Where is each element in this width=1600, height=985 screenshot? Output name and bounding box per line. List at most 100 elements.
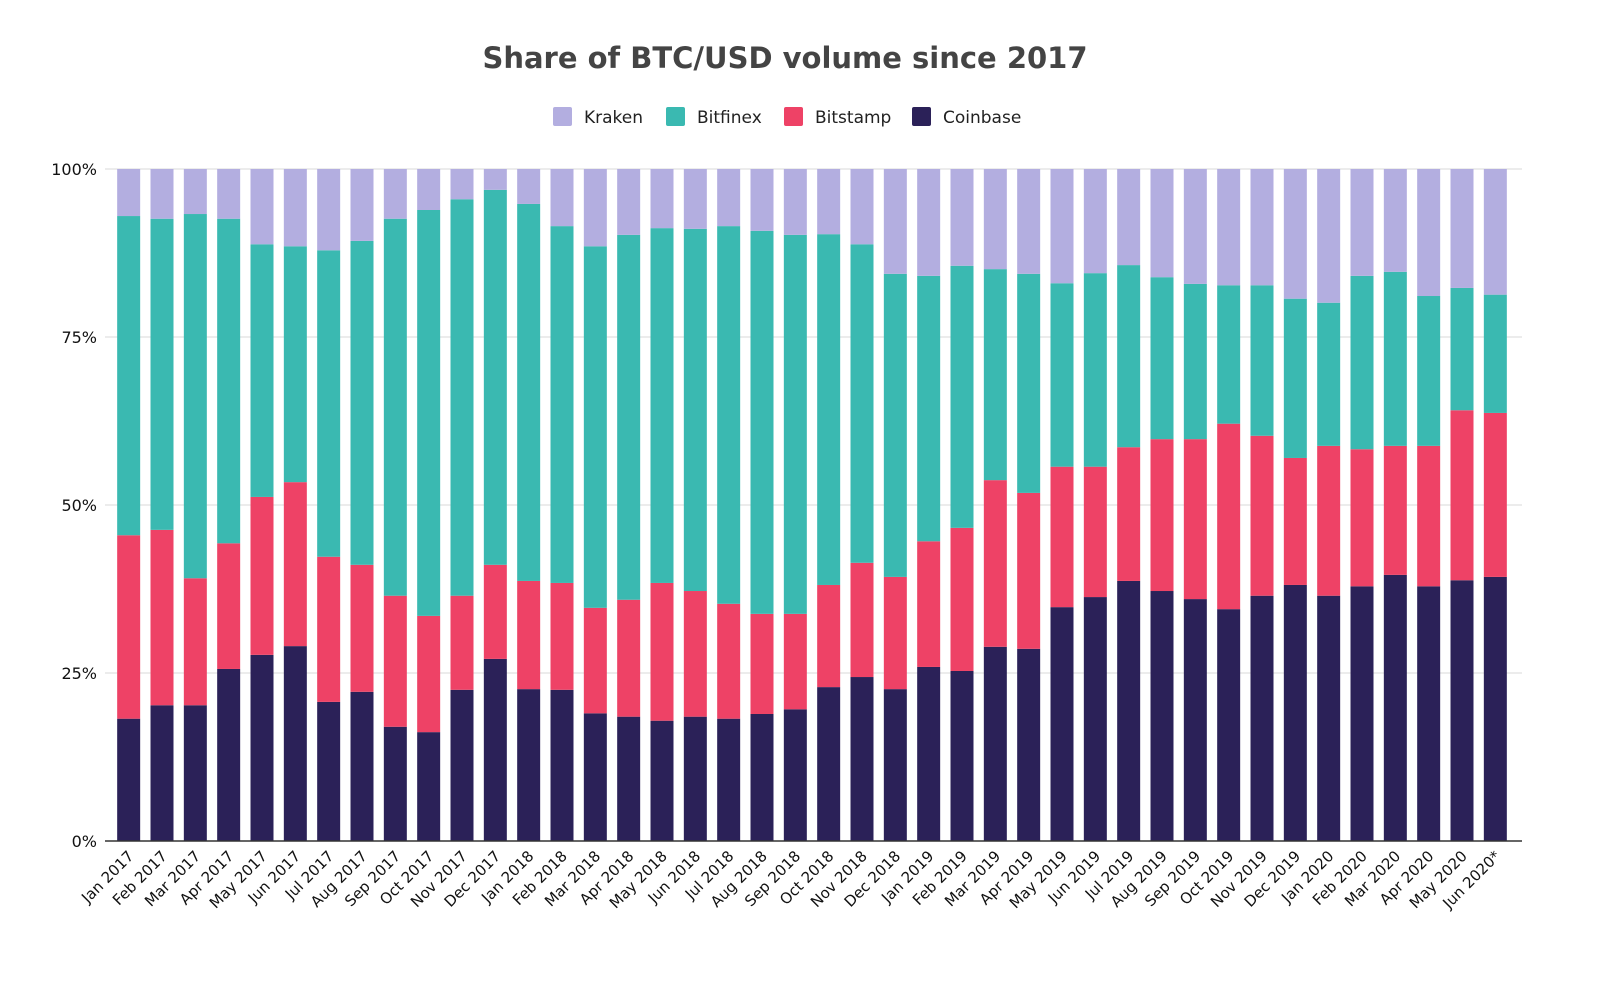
bar-kraken <box>1483 169 1507 295</box>
bar-bitfinex <box>583 246 607 608</box>
bar-bitstamp <box>817 584 841 688</box>
bar-kraken <box>117 169 141 217</box>
bar-bitfinex <box>783 234 807 614</box>
legend-swatch-coinbase <box>912 107 931 126</box>
bar-coinbase <box>1483 576 1507 841</box>
bar-bitstamp <box>450 595 474 690</box>
bar-stack <box>1417 169 1441 841</box>
bar-coinbase <box>1417 586 1441 841</box>
bar-bitstamp <box>283 482 307 647</box>
bar-coinbase <box>783 709 807 841</box>
bar-stack <box>1283 169 1307 841</box>
bar-bitstamp <box>617 599 641 717</box>
bar-kraken <box>1283 169 1307 299</box>
bar-kraken <box>550 169 574 227</box>
bars <box>117 169 1507 841</box>
bar-stack <box>683 169 707 841</box>
bar-stack <box>1250 169 1274 841</box>
bar-bitfinex <box>1350 275 1374 450</box>
bar-bitfinex <box>650 228 674 583</box>
bar-kraken <box>1450 169 1474 288</box>
bar-stack <box>183 169 207 841</box>
bar-bitfinex <box>483 189 507 565</box>
bar-coinbase <box>650 720 674 841</box>
bar-stack <box>1150 169 1174 841</box>
bar-stack <box>1083 169 1107 841</box>
bar-kraken <box>1083 169 1107 274</box>
bar-kraken <box>183 169 207 215</box>
bar-bitstamp <box>417 615 441 733</box>
bar-coinbase <box>750 713 774 841</box>
bar-bitstamp <box>650 582 674 721</box>
bar-kraken <box>1117 169 1141 266</box>
y-tick-label: 50% <box>61 496 97 515</box>
bar-coinbase <box>483 658 507 841</box>
bar-kraken <box>717 169 741 227</box>
bar-kraken <box>150 169 174 219</box>
bar-bitstamp <box>517 580 541 690</box>
bar-coinbase <box>1183 599 1207 841</box>
bar-bitfinex <box>550 226 574 583</box>
legend-label-bitstamp: Bitstamp <box>815 108 891 128</box>
bar-stack <box>417 169 441 841</box>
bar-bitstamp <box>1183 439 1207 600</box>
y-tick-label: 100% <box>51 160 97 179</box>
bar-bitfinex <box>883 273 907 577</box>
bar-kraken <box>583 169 607 247</box>
bar-bitstamp <box>217 543 241 669</box>
bar-stack <box>717 169 741 841</box>
bar-stack <box>483 169 507 841</box>
bar-coinbase <box>1050 607 1074 841</box>
bar-stack <box>1317 169 1341 841</box>
bar-bitstamp <box>1250 435 1274 596</box>
bar-stack <box>517 169 541 841</box>
bar-coinbase <box>417 732 441 841</box>
bar-coinbase <box>1450 580 1474 841</box>
bar-bitstamp <box>1117 447 1141 581</box>
bar-bitfinex <box>1483 294 1507 413</box>
bar-bitfinex <box>117 216 141 536</box>
bar-bitfinex <box>1317 302 1341 446</box>
bar-bitstamp <box>717 603 741 719</box>
bar-bitstamp <box>1417 445 1441 587</box>
bar-coinbase <box>517 689 541 841</box>
bar-stack <box>150 169 174 841</box>
bar-kraken <box>1217 169 1241 286</box>
bar-kraken <box>317 169 341 251</box>
bar-bitstamp <box>1017 492 1041 649</box>
bar-kraken <box>483 169 507 190</box>
bar-coinbase <box>1250 595 1274 841</box>
bar-kraken <box>817 169 841 235</box>
bar-stack <box>1017 169 1041 841</box>
bar-coinbase <box>983 646 1007 841</box>
y-tick-label: 0% <box>72 832 97 851</box>
bar-coinbase <box>217 668 241 841</box>
bar-coinbase <box>250 654 274 841</box>
bar-bitfinex <box>250 244 274 497</box>
bar-coinbase <box>717 718 741 841</box>
bar-bitfinex <box>1150 277 1174 440</box>
bar-bitstamp <box>1050 466 1074 608</box>
bar-coinbase <box>350 691 374 841</box>
bar-bitfinex <box>183 214 207 579</box>
legend-swatch-kraken <box>553 107 572 126</box>
bar-bitfinex <box>983 269 1007 481</box>
bar-coinbase <box>183 705 207 841</box>
bar-bitstamp <box>583 607 607 714</box>
bar-stack <box>383 169 407 841</box>
bar-kraken <box>517 169 541 204</box>
bar-kraken <box>983 169 1007 270</box>
bar-coinbase <box>1117 580 1141 841</box>
bar-bitstamp <box>183 578 207 706</box>
bar-coinbase <box>1383 574 1407 841</box>
bar-bitfinex <box>317 250 341 557</box>
bar-bitfinex <box>917 275 941 542</box>
bar-coinbase <box>1083 597 1107 841</box>
bar-stack <box>783 169 807 841</box>
bar-bitstamp <box>883 576 907 690</box>
bar-bitstamp <box>683 591 707 717</box>
legend-swatch-bitfinex <box>666 107 685 126</box>
bar-bitfinex <box>150 218 174 530</box>
bar-bitstamp <box>1383 445 1407 575</box>
